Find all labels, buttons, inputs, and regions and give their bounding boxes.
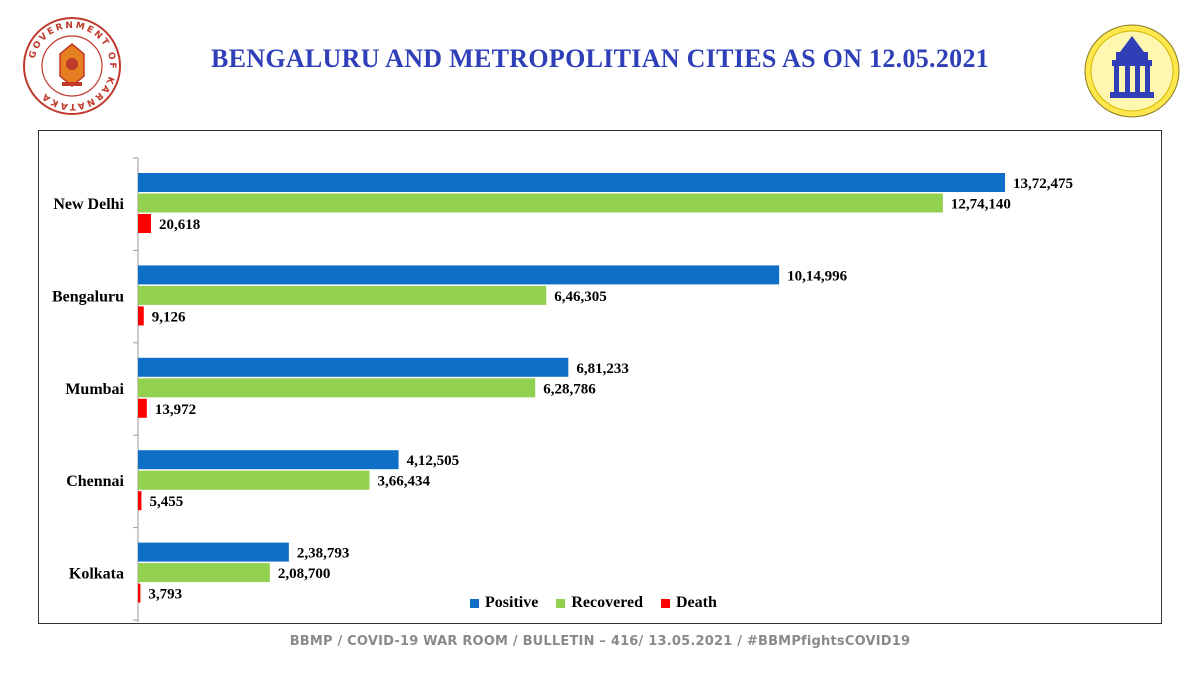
bar-recovered [138,285,547,305]
bar-positive [138,265,780,285]
bar-death [138,306,144,326]
data-label-recovered: 6,28,786 [543,381,596,397]
legend-item-death: Death [661,594,717,612]
data-label-death: 9,126 [152,309,186,325]
page-title: BENGALURU AND METROPOLITIAN CITIES AS ON… [210,44,990,73]
footer-bulletin: BBMP / COVID-19 WAR ROOM / BULLETIN – 41… [289,634,911,649]
bar-recovered [138,563,270,583]
category-label: Bengaluru [52,288,124,305]
category-label: New Delhi [53,196,124,213]
data-label-death: 3,793 [148,587,182,603]
bar-positive [138,357,569,377]
bar-death [138,491,142,511]
data-label-positive: 4,12,505 [407,453,460,469]
legend-swatch-recovered [556,598,566,608]
bar-positive [138,542,289,562]
category-label: Kolkata [69,566,124,583]
bar-recovered [138,193,943,213]
data-label-recovered: 2,08,700 [278,566,331,582]
bar-death [138,214,152,233]
bar-positive [138,450,399,470]
data-label-death: 5,455 [149,494,183,510]
bar-death [138,398,147,418]
legend-swatch-death [661,598,670,608]
legend-swatch-positive [470,598,479,608]
data-label-death: 13,972 [155,402,196,418]
legend-label-recovered: Recovered [571,594,643,611]
data-label-death: 20,618 [159,217,200,233]
chart-frame [38,130,1162,624]
category-label: Chennai [66,473,124,490]
data-label-positive: 13,72,475 [1013,176,1073,192]
legend-item-positive: Positive [470,594,538,612]
category-label: Mumbai [65,381,124,398]
karnataka-emblem-logo: GOVERNMENT OF KARNATAKA [23,17,121,115]
legend-item-recovered: Recovered [556,594,643,612]
legend-label-death: Death [676,594,717,611]
data-label-positive: 6,81,233 [576,361,629,377]
bar-recovered [138,378,536,398]
bar-positive [138,173,1005,192]
chart-legend: Positive Recovered Death [470,594,717,612]
data-label-recovered: 12,74,140 [951,197,1011,213]
bbmp-logo [1084,24,1180,118]
data-label-recovered: 3,66,434 [377,474,430,490]
bar-death [138,583,141,603]
data-label-positive: 2,38,793 [297,546,350,562]
data-label-recovered: 6,46,305 [554,289,607,305]
bar-recovered [138,470,370,490]
data-label-positive: 10,14,996 [787,268,848,284]
legend-label-positive: Positive [485,594,539,611]
